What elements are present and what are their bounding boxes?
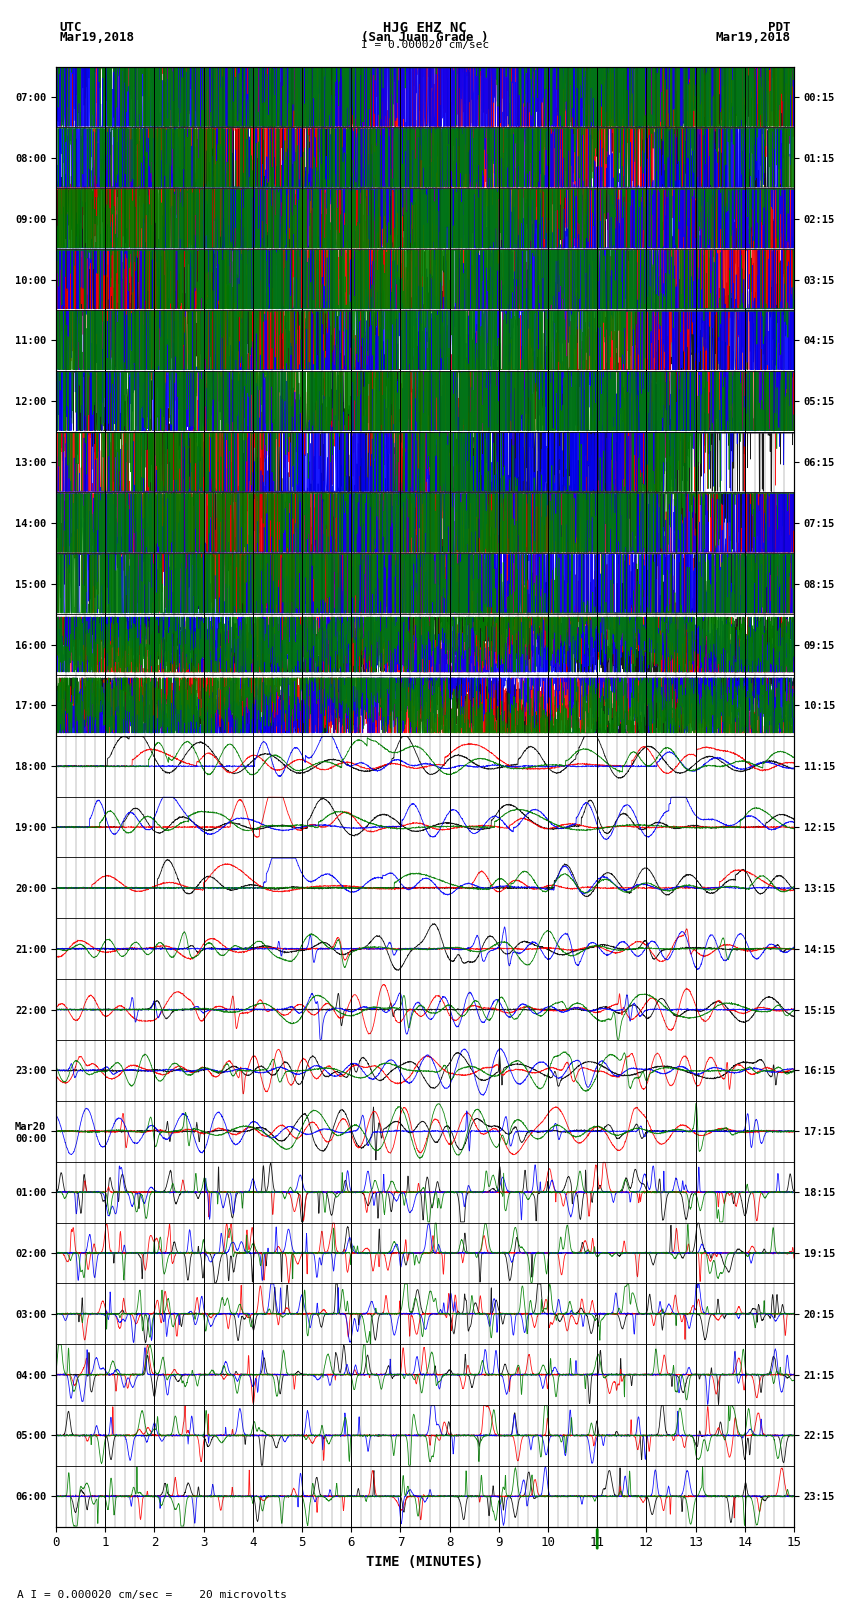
- Text: Mar19,2018: Mar19,2018: [60, 31, 134, 44]
- X-axis label: TIME (MINUTES): TIME (MINUTES): [366, 1555, 484, 1569]
- Text: UTC: UTC: [60, 21, 82, 34]
- Text: A I = 0.000020 cm/sec =    20 microvolts: A I = 0.000020 cm/sec = 20 microvolts: [17, 1590, 287, 1600]
- Text: I = 0.000020 cm/sec: I = 0.000020 cm/sec: [361, 40, 489, 50]
- Text: HJG EHZ NC: HJG EHZ NC: [383, 21, 467, 35]
- Text: (San Juan Grade ): (San Juan Grade ): [361, 31, 489, 44]
- Text: Mar19,2018: Mar19,2018: [716, 31, 790, 44]
- Text: PDT: PDT: [768, 21, 790, 34]
